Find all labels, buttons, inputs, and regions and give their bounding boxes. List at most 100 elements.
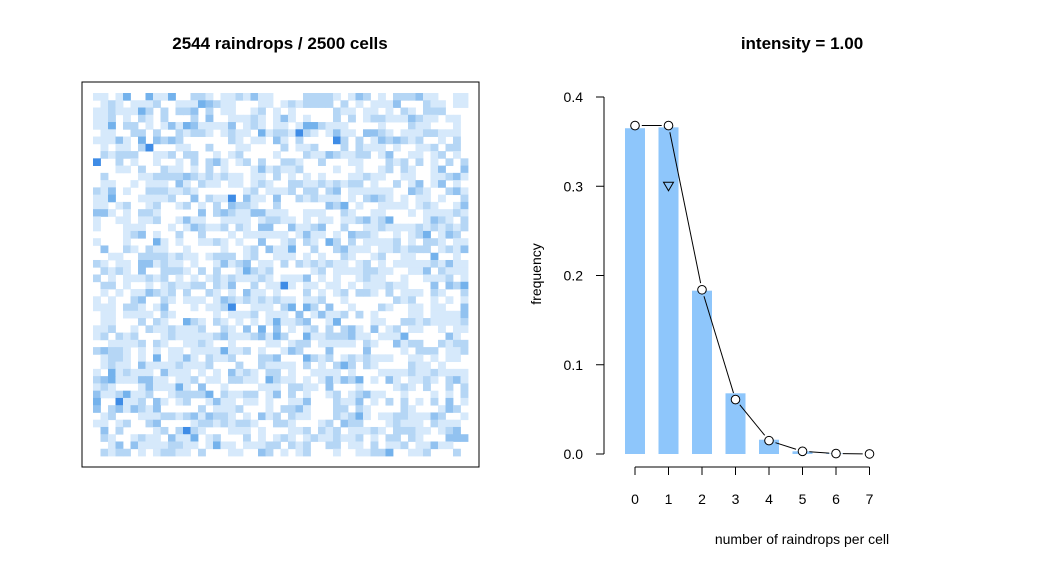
grid-cell [378, 223, 386, 232]
grid-cell [303, 194, 311, 203]
grid-cell [115, 216, 124, 225]
grid-cell [138, 412, 146, 421]
grid-cell [280, 158, 289, 166]
grid-cell [93, 347, 101, 355]
grid-cell [273, 245, 281, 254]
grid-cell [235, 216, 244, 225]
grid-cell [400, 194, 409, 203]
grid-cell [400, 158, 409, 166]
grid-cell [205, 238, 214, 246]
grid-cell [348, 158, 356, 166]
grid-cell [348, 368, 356, 377]
grid-cell [370, 129, 379, 137]
grid-cell [265, 310, 274, 319]
grid-cell [430, 180, 439, 188]
grid-cell [250, 172, 259, 181]
grid-cell [333, 187, 341, 196]
grid-cell [258, 332, 266, 341]
grid-cell [100, 187, 109, 196]
grid-cell [175, 187, 184, 196]
grid-cell [145, 122, 154, 130]
grid-cell [153, 354, 161, 363]
grid-cell [400, 383, 409, 392]
grid-cell [303, 223, 311, 232]
grid-cell [183, 318, 191, 326]
grid-cell [220, 165, 229, 174]
grid-cell [123, 230, 131, 239]
grid-cell [408, 230, 416, 239]
grid-cell [115, 354, 124, 363]
grid-cell [273, 136, 281, 145]
grid-cell [415, 158, 424, 166]
grid-cell [258, 412, 266, 421]
grid-cell [175, 426, 184, 435]
grid-cell [355, 267, 364, 275]
grid-cell [145, 412, 154, 421]
grid-cell [453, 281, 461, 290]
grid-cell [243, 259, 251, 268]
grid-cell [190, 151, 199, 159]
grid-cell [423, 238, 431, 246]
grid-cell [243, 201, 251, 210]
grid-cell [295, 383, 304, 392]
grid-cell [190, 296, 199, 304]
grid-cell [100, 201, 109, 210]
grid-cell [348, 267, 356, 275]
grid-cell [265, 259, 274, 268]
grid-cell [355, 143, 364, 152]
grid-cell [295, 448, 304, 457]
grid-cell [138, 143, 146, 152]
expected-point [663, 120, 674, 131]
grid-cell [408, 259, 416, 268]
grid-cell [415, 180, 424, 188]
frequency-bar [692, 290, 712, 454]
grid-cell [340, 325, 349, 333]
grid-cell [288, 339, 296, 348]
grid-cell [415, 267, 424, 275]
grid-cell [115, 347, 124, 355]
grid-cell [153, 201, 161, 210]
grid-cell [295, 310, 304, 319]
grid-cell [408, 151, 416, 159]
grid-cell [370, 187, 379, 196]
grid-cell [213, 303, 221, 312]
grid-cell [415, 129, 424, 137]
grid-cell [123, 107, 131, 116]
grid-cell [213, 122, 221, 130]
grid-cell [303, 325, 311, 333]
grid-cell [243, 194, 251, 203]
grid-cell [175, 448, 184, 457]
grid-cell [168, 390, 176, 399]
grid-cell [235, 201, 244, 210]
grid-cell [153, 252, 161, 261]
grid-cell [243, 376, 251, 384]
grid-cell [258, 296, 266, 304]
grid-cell [445, 426, 454, 435]
grid-cell [115, 368, 124, 377]
grid-cell [258, 426, 266, 435]
grid-cell [100, 383, 109, 392]
grid-cell [288, 216, 296, 225]
grid-cell [160, 376, 169, 384]
grid-cell [340, 223, 349, 232]
grid-cell [370, 114, 379, 123]
grid-cell [168, 281, 176, 290]
grid-cell [220, 419, 229, 428]
grid-cell [430, 376, 439, 384]
grid-cell [340, 129, 349, 137]
grid-cell [258, 100, 266, 108]
grid-cell [198, 201, 206, 210]
grid-cell [220, 252, 229, 261]
grid-cell [138, 441, 146, 450]
grid-cell [370, 136, 379, 145]
grid-cell [408, 448, 416, 457]
grid-cell [153, 448, 161, 457]
grid-cell [228, 216, 236, 225]
grid-cell [93, 325, 101, 333]
grid-cell [258, 93, 266, 101]
grid-cell [250, 201, 259, 210]
grid-cell [355, 310, 364, 319]
grid-cell [108, 296, 116, 304]
